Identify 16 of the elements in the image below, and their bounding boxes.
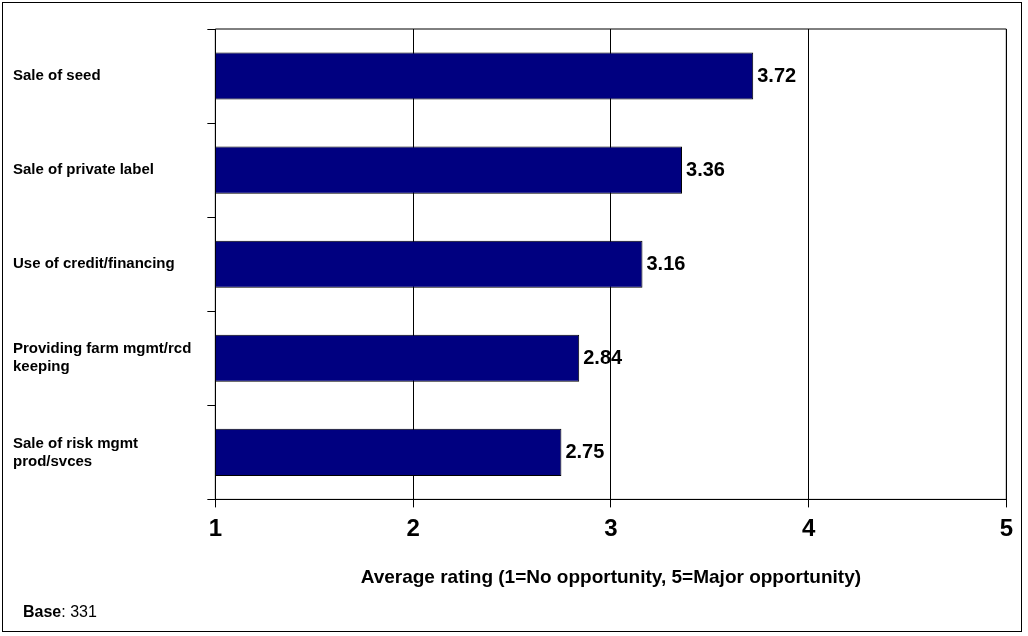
x-tick-label: 5 [999, 514, 1014, 542]
data-label: 3.16 [646, 251, 686, 274]
data-label: 3.72 [757, 63, 797, 86]
y-tick-label: Sale of risk mgmt prod/svces [13, 433, 139, 469]
text: Base: 331 [23, 603, 97, 621]
x-tick-label: 1 [208, 514, 223, 542]
y-tick-label: Providing farm mgmt/rcd keeping [13, 339, 192, 375]
data-label: 2.75 [565, 439, 605, 462]
x-tick-label: 4 [801, 514, 816, 542]
x-tick-label: 2 [406, 514, 420, 542]
data-label: 3.36 [686, 157, 725, 180]
x-tick-label: 3 [604, 514, 618, 542]
y-tick-label: Sale of private label [13, 160, 154, 178]
x-axis-title: Average rating (1=No opportunity, 5=Major opportunity) [360, 565, 862, 587]
y-tick-label: Use of credit/financing [13, 254, 175, 272]
y-tick-label: Sale of seed [13, 66, 101, 84]
